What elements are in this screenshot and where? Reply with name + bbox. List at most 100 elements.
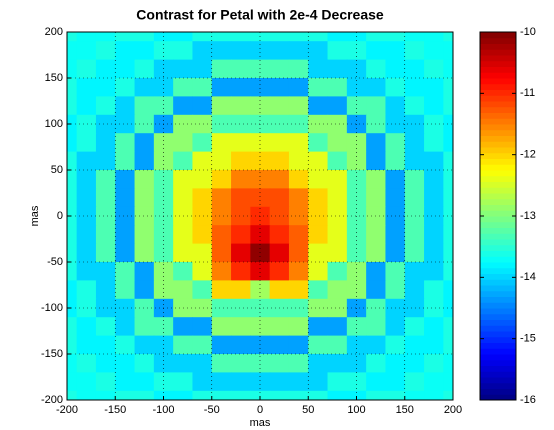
heatmap-cell — [211, 298, 232, 318]
heatmap-cell — [269, 32, 290, 42]
heatmap-cell — [95, 133, 116, 153]
heatmap-cell — [231, 372, 251, 392]
heatmap-cell — [115, 372, 136, 392]
heatmap-cell — [134, 78, 155, 97]
heatmap-cell — [115, 390, 136, 400]
heatmap-cell — [308, 225, 329, 245]
heatmap-cell — [288, 151, 309, 171]
colorbar-tick-label: -12 — [520, 149, 536, 161]
colorbar-segment — [480, 170, 516, 177]
colorbar-segment — [480, 43, 516, 50]
heatmap-cell — [67, 170, 78, 189]
heatmap-cell — [134, 354, 155, 373]
heatmap-cell — [404, 280, 425, 300]
heatmap-cell — [250, 41, 271, 61]
heatmap-cell — [76, 298, 97, 318]
heatmap-cell — [327, 243, 348, 263]
heatmap — [67, 32, 453, 400]
colorbar-segment — [480, 354, 516, 361]
x-tick-label: -200 — [56, 404, 78, 416]
heatmap-cell — [308, 170, 329, 189]
heatmap-cell — [346, 335, 367, 355]
heatmap-cell — [443, 188, 453, 208]
heatmap-cell — [288, 372, 309, 392]
heatmap-cell — [327, 133, 348, 153]
heatmap-cell — [173, 133, 194, 153]
heatmap-cell — [76, 280, 97, 300]
heatmap-cell — [443, 114, 453, 134]
heatmap-cell — [385, 335, 406, 355]
heatmap-cell — [443, 78, 453, 97]
heatmap-cell — [366, 372, 387, 392]
heatmap-cell — [404, 390, 425, 400]
heatmap-cell — [424, 335, 444, 355]
heatmap-cell — [269, 78, 290, 97]
heatmap-cell — [366, 280, 387, 300]
heatmap-cell — [250, 335, 271, 355]
heatmap-cell — [134, 133, 155, 153]
heatmap-cell — [250, 59, 271, 79]
heatmap-cell — [115, 41, 136, 61]
y-tick-label: 100 — [45, 118, 63, 130]
heatmap-cell — [76, 151, 97, 171]
colorbar-segment — [480, 141, 516, 148]
heatmap-cell — [76, 225, 97, 245]
heatmap-cell — [404, 206, 425, 226]
heatmap-cell — [192, 188, 213, 208]
heatmap-cell — [192, 298, 213, 318]
x-tick-label: 200 — [444, 404, 462, 416]
heatmap-cell — [67, 390, 78, 400]
heatmap-cell — [231, 170, 251, 189]
heatmap-cell — [443, 317, 453, 337]
colorbar-segment — [480, 158, 516, 165]
heatmap-cell — [443, 372, 453, 392]
heatmap-cell — [404, 225, 425, 245]
heatmap-cell — [76, 317, 97, 337]
colorbar-segment — [480, 308, 516, 315]
y-tick-label: 200 — [45, 26, 63, 38]
heatmap-cell — [288, 280, 309, 300]
heatmap-cell — [250, 390, 271, 400]
heatmap-cell — [327, 78, 348, 97]
heatmap-cell — [366, 114, 387, 134]
heatmap-cell — [366, 262, 387, 281]
heatmap-cell — [173, 317, 194, 337]
heatmap-cell — [231, 335, 251, 355]
heatmap-cell — [404, 151, 425, 171]
heatmap-cell — [366, 32, 387, 42]
colorbar-segment — [480, 348, 516, 355]
heatmap-cell — [211, 280, 232, 300]
heatmap-cell — [366, 96, 387, 116]
heatmap-cell — [269, 59, 290, 79]
colorbar-segment — [480, 181, 516, 188]
heatmap-cell — [76, 133, 97, 153]
heatmap-cell — [115, 262, 136, 281]
heatmap-cell — [153, 170, 174, 189]
heatmap-cell — [192, 151, 213, 171]
heatmap-cell — [288, 32, 309, 42]
heatmap-cell — [95, 372, 116, 392]
heatmap-cell — [211, 372, 232, 392]
heatmap-cell — [269, 151, 290, 171]
heatmap-cell — [76, 354, 97, 373]
heatmap-cell — [134, 372, 155, 392]
heatmap-cell — [95, 78, 116, 97]
heatmap-cell — [67, 298, 78, 318]
heatmap-cell — [76, 114, 97, 134]
heatmap-cell — [173, 243, 194, 263]
heatmap-cell — [231, 188, 251, 208]
heatmap-cell — [67, 32, 78, 42]
heatmap-cell — [76, 372, 97, 392]
colorbar-segment — [480, 296, 516, 303]
colorbar-segment — [480, 78, 516, 85]
heatmap-cell — [288, 78, 309, 97]
colorbar-segment — [480, 244, 516, 251]
heatmap-cell — [308, 317, 329, 337]
heatmap-cell — [424, 280, 444, 300]
heatmap-cell — [95, 390, 116, 400]
heatmap-cell — [288, 354, 309, 373]
heatmap-cell — [76, 170, 97, 189]
y-tick-label: -50 — [47, 256, 63, 268]
y-tick-label: 50 — [51, 164, 63, 176]
heatmap-cell — [443, 225, 453, 245]
